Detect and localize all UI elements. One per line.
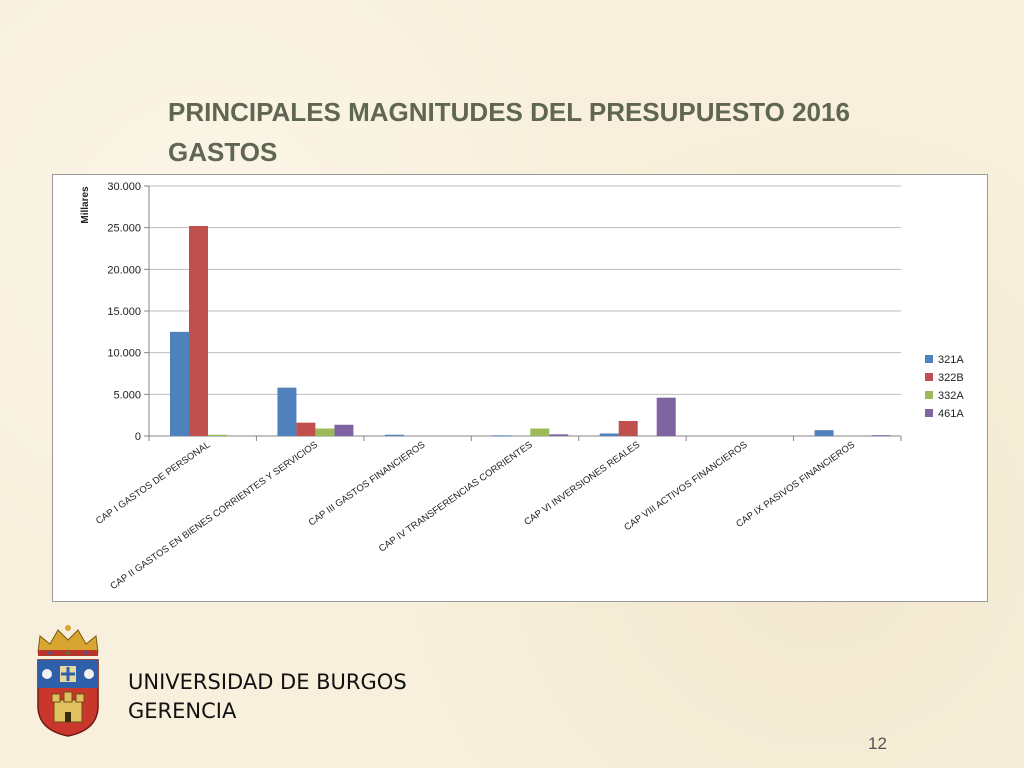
bar-321A xyxy=(814,430,834,436)
x-category-label: CAP IX PASIVOS FINANCIEROS xyxy=(734,439,857,530)
y-tick-label: 5.000 xyxy=(113,389,141,401)
university-name: UNIVERSIDAD DE BURGOS GERENCIA xyxy=(128,668,407,726)
bar-321A xyxy=(492,435,512,437)
x-category-label: CAP VI INVERSIONES REALES xyxy=(522,439,642,528)
y-tick-label: 15.000 xyxy=(107,306,141,318)
bar-461A xyxy=(656,397,676,436)
legend-label: 461A xyxy=(938,408,964,420)
x-category-label: CAP III GASTOS FINANCIEROS xyxy=(307,439,428,528)
y-tick-label: 10.000 xyxy=(107,348,141,360)
x-category-label: CAP II GASTOS EN BIENES CORRIENTES Y SER… xyxy=(108,439,319,592)
legend-label: 332A xyxy=(938,390,964,402)
legend-swatch-332A xyxy=(925,391,933,399)
bar-461A xyxy=(871,435,891,437)
university-crest-logo xyxy=(37,625,99,737)
chart-frame: 0 5.000 10.000 15.000 20.000 25.000 30.000 Mill… xyxy=(52,174,988,602)
y-tick-label: 30.000 xyxy=(107,181,141,193)
bar-461A xyxy=(549,434,569,436)
y-axis-label: Millares xyxy=(80,186,91,224)
bar-321A xyxy=(277,387,297,436)
bar-332A xyxy=(315,428,335,436)
y-tick-label: 25.000 xyxy=(107,223,141,235)
bar-321A xyxy=(170,331,189,436)
y-tick-label: 0 xyxy=(135,431,141,443)
bar-332A xyxy=(208,434,227,436)
x-category-label: CAP VIII ACTIVOS FINANCIEROS xyxy=(622,439,749,533)
y-tick-label: 20.000 xyxy=(107,264,141,276)
bar-322B xyxy=(618,421,638,436)
legend-label: 321A xyxy=(938,354,964,366)
title-line-1: PRINCIPALES MAGNITUDES DEL PRESUPUESTO 2… xyxy=(168,97,850,127)
bar-332A xyxy=(530,428,550,436)
bar-321A xyxy=(384,434,404,436)
legend-swatch-322B xyxy=(925,373,933,381)
bar-461A xyxy=(334,424,354,436)
university-line-2: GERENCIA xyxy=(128,699,237,723)
bar-322B xyxy=(296,422,316,436)
legend-swatch-461A xyxy=(925,409,933,417)
x-category-label: CAP I GASTOS DE PERSONAL xyxy=(94,439,212,527)
page-number: 12 xyxy=(868,734,887,753)
legend-swatch-321A xyxy=(925,355,933,363)
slide-title: PRINCIPALES MAGNITUDES DEL PRESUPUESTO 2… xyxy=(168,92,948,172)
legend-label: 322B xyxy=(938,372,964,384)
bar-321A xyxy=(599,433,619,436)
bar-322B xyxy=(189,226,208,436)
university-line-1: UNIVERSIDAD DE BURGOS xyxy=(128,670,407,694)
bar-chart: 0 5.000 10.000 15.000 20.000 25.000 30.000 Mill… xyxy=(80,181,964,592)
title-line-2: GASTOS xyxy=(168,137,278,167)
